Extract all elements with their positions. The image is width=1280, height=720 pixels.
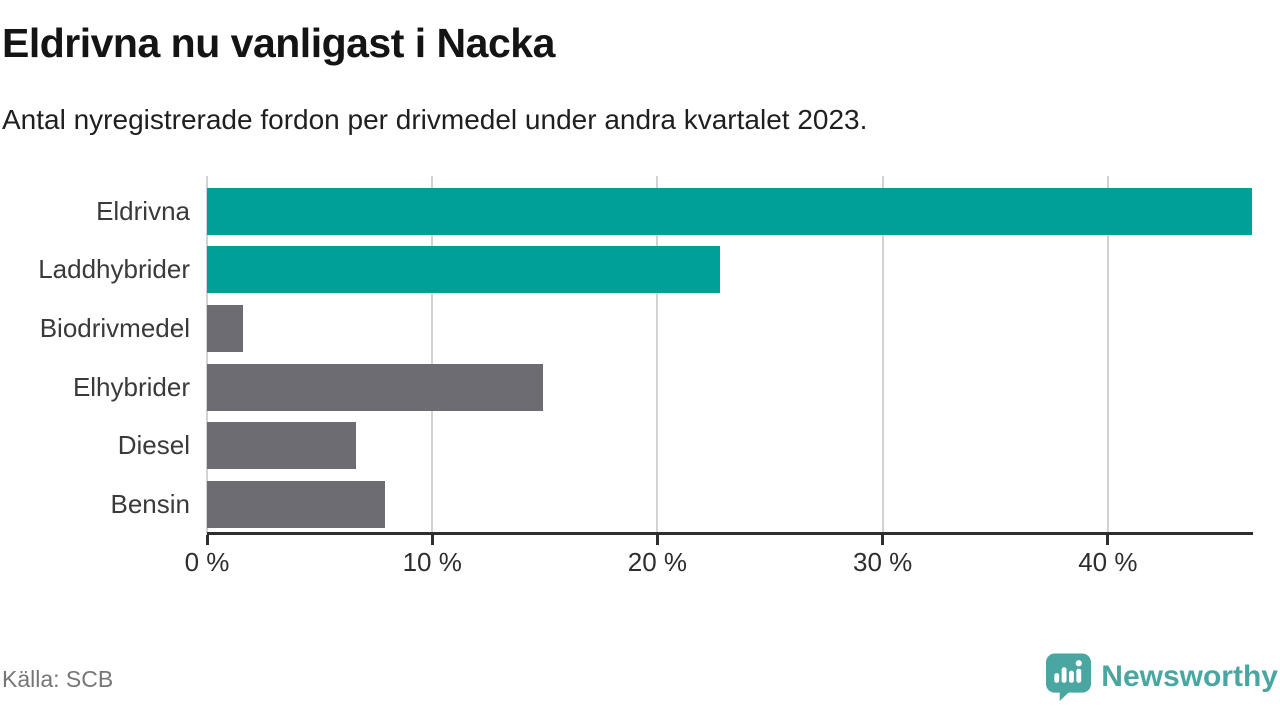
- brand-name: Newsworthy: [1101, 660, 1278, 693]
- chart-subtitle: Antal nyregistrerade fordon per drivmede…: [2, 104, 868, 135]
- x-axis-line: [207, 532, 1253, 535]
- x-axis: 0 % 10 % 20 % 30 % 40 %: [185, 535, 1252, 585]
- category-label: Elhybrider: [72, 371, 190, 402]
- axis-tick-label: 20 %: [627, 547, 688, 577]
- axis-tick: [1106, 535, 1110, 545]
- axis-tick: [881, 535, 885, 545]
- category-label: Diesel: [117, 430, 190, 461]
- gridline: [206, 176, 208, 533]
- newsworthy-logo: Newsworthy: [1045, 650, 1278, 704]
- gridline: [656, 176, 659, 533]
- axis-tick-label: 10 %: [402, 547, 462, 577]
- newsworthy-icon: [1046, 653, 1092, 701]
- chart-title: Eldrivna nu vanligast i Nacka: [2, 20, 555, 66]
- gridline: [1106, 176, 1109, 533]
- axis-tick: [430, 535, 434, 545]
- bar-laddhybrider: [207, 246, 721, 294]
- source-attribution: Källa: SCB: [2, 666, 114, 692]
- category-label: Laddhybrider: [38, 254, 190, 285]
- axis-tick-label: 30 %: [853, 547, 913, 577]
- bar-elhybrider: [207, 363, 543, 411]
- axis-tick: [205, 535, 209, 545]
- bar-eldrivna: [207, 187, 1252, 235]
- axis-tick-label: 40 %: [1078, 547, 1138, 577]
- plot-area: [206, 176, 1252, 533]
- axis-tick: [655, 535, 659, 545]
- gridline: [431, 176, 434, 533]
- bar-diesel: [207, 422, 356, 470]
- category-labels: Eldrivna Laddhybrider Biodrivmedel Elhybrid…: [0, 0, 190, 720]
- category-label: Biodrivmedel: [39, 312, 190, 343]
- category-label: Bensin: [110, 489, 191, 519]
- bar-bensin: [207, 481, 385, 528]
- gridline: [881, 176, 884, 533]
- category-label: Eldrivna: [96, 195, 190, 226]
- axis-tick-label: 0 %: [184, 547, 230, 577]
- bar-biodrivmedel: [207, 304, 244, 352]
